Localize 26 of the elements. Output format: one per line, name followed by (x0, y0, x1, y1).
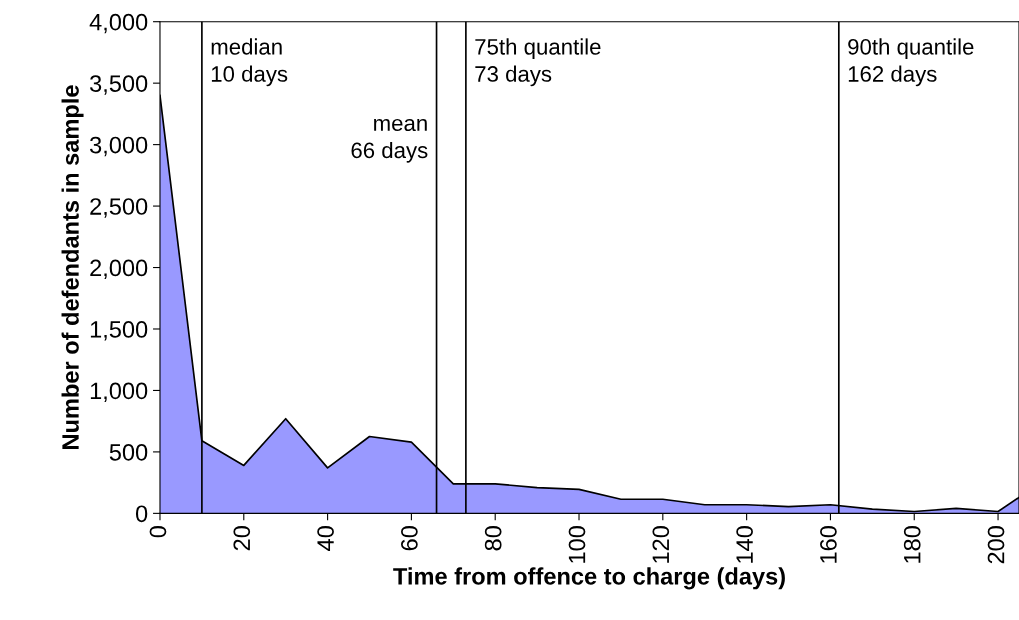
y-axis-title: Number of defendants in sample (61, 85, 84, 449)
y-tick-label: 2,500 (90, 198, 148, 218)
ref-line-label: mean 66 days (351, 118, 428, 163)
x-tick-label: 100 (568, 526, 586, 563)
x-tick-label: 40 (317, 526, 334, 551)
x-tick-label: 20 (233, 526, 251, 551)
x-axis-title: Time from offence to charge (days) (393, 567, 785, 590)
y-tick-label: 3,500 (90, 75, 148, 95)
x-tick-label: 160 (820, 526, 837, 563)
y-tick-label: 1,000 (90, 382, 148, 403)
x-tick-label: 120 (652, 526, 670, 563)
y-tick-label: 500 (109, 443, 148, 461)
ref-line-label: 75th quantile 73 days (475, 38, 601, 87)
ref-line-label: 90th quantile 162 days (848, 38, 974, 87)
y-tick-label: 0 (135, 505, 148, 523)
x-tick-label: 80 (484, 526, 502, 551)
x-tick-label: 180 (903, 526, 921, 563)
x-tick-label: 140 (736, 526, 753, 563)
y-tick-label: 2,000 (90, 259, 148, 280)
x-tick-label: 0 (149, 526, 167, 538)
x-tick-label: 60 (401, 526, 418, 551)
x-tick-label: 200 (987, 526, 1005, 564)
y-tick-label: 1,500 (90, 321, 148, 341)
y-tick-label: 3,000 (90, 136, 148, 157)
y-tick-label: 4,000 (89, 13, 148, 34)
ref-line-label: median 10 days (211, 38, 288, 87)
